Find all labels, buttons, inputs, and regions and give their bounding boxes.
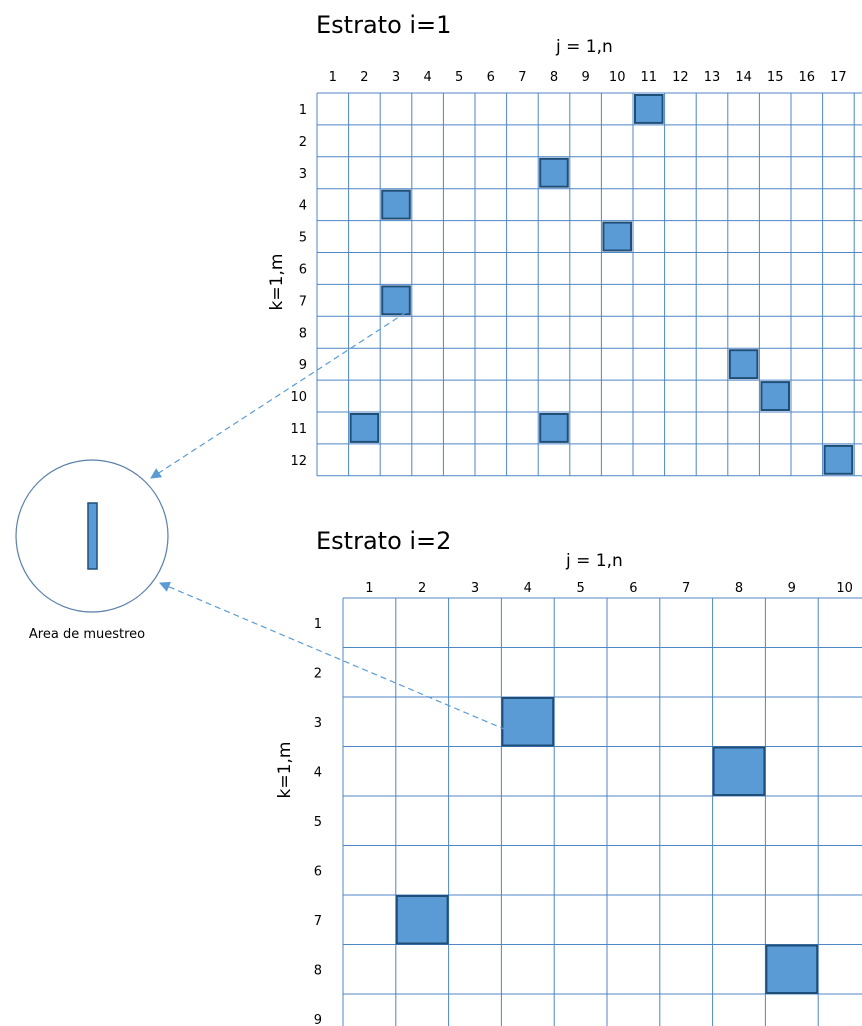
stratum-1-column-labels: 1 2 3 4 5 6 7 8 9 10 11 12 13 14 15 16 17 bbox=[329, 70, 847, 85]
row-label: 7 bbox=[314, 914, 322, 929]
column-label: 1 bbox=[365, 581, 373, 596]
column-label: 8 bbox=[735, 581, 743, 596]
row-label: 7 bbox=[299, 294, 307, 309]
selected-cell bbox=[395, 895, 449, 945]
column-label: 10 bbox=[609, 70, 626, 85]
sample-arrow bbox=[159, 581, 507, 731]
column-label: 9 bbox=[581, 70, 589, 85]
row-label: 2 bbox=[314, 666, 322, 681]
row-label: 12 bbox=[290, 454, 307, 469]
column-label: 10 bbox=[836, 581, 853, 596]
selected-cell bbox=[634, 94, 664, 124]
stratum-2-title: Estrato i=2 bbox=[316, 527, 451, 555]
stratum-2-row-axis-label: k=1,m bbox=[275, 742, 295, 799]
row-label: 4 bbox=[299, 199, 307, 214]
selected-cell bbox=[381, 189, 411, 220]
column-label: 8 bbox=[550, 70, 558, 85]
selected-cell bbox=[823, 444, 854, 475]
selected-cell bbox=[349, 413, 380, 443]
stratum-2-row-labels: 1 2 3 4 5 6 7 8 9 bbox=[314, 617, 322, 1026]
selected-cell bbox=[539, 157, 569, 188]
selected-cell bbox=[765, 944, 819, 994]
column-label: 5 bbox=[455, 70, 463, 85]
stratum-2-column-labels: 1 2 3 4 5 6 7 8 9 10 bbox=[365, 581, 853, 596]
column-label: 4 bbox=[423, 70, 431, 85]
column-label: 13 bbox=[704, 70, 721, 85]
row-label: 4 bbox=[314, 765, 322, 780]
column-label: 17 bbox=[830, 70, 847, 85]
selected-cell bbox=[712, 746, 766, 796]
row-label: 2 bbox=[299, 135, 307, 150]
stratum-2-panel: Estrato i=2 j = 1,n k=1,m 1 2 3 4 5 6 7 8 9 10 1 2… bbox=[275, 527, 862, 1026]
row-label: 11 bbox=[290, 422, 307, 437]
sampling-plot-icon bbox=[87, 502, 98, 570]
column-label: 5 bbox=[576, 581, 584, 596]
column-label: 6 bbox=[629, 581, 637, 596]
row-label: 5 bbox=[314, 815, 322, 830]
column-label: 4 bbox=[524, 581, 532, 596]
column-label: 16 bbox=[799, 70, 816, 85]
column-label: 6 bbox=[487, 70, 495, 85]
row-label: 8 bbox=[299, 326, 307, 341]
column-label: 3 bbox=[392, 70, 400, 85]
row-label: 5 bbox=[299, 231, 307, 246]
row-label: 3 bbox=[299, 167, 307, 182]
stratum-1-panel: Estrato i=1 j = 1,n k=1,m 1 2 3 4 5 6 7 8 9 10 11 1… bbox=[267, 11, 862, 477]
column-label: 11 bbox=[641, 70, 658, 85]
stratum-2-selected-cells bbox=[395, 697, 819, 994]
column-label: 3 bbox=[471, 581, 479, 596]
column-label: 9 bbox=[788, 581, 796, 596]
stratum-2-column-axis-label: j = 1,n bbox=[565, 551, 623, 571]
sampling-area: Area de muestreo bbox=[15, 459, 169, 642]
sample-arrow bbox=[150, 311, 407, 479]
row-label: 9 bbox=[314, 1013, 322, 1026]
row-label: 1 bbox=[314, 617, 322, 632]
selected-cell bbox=[760, 381, 791, 412]
column-label: 1 bbox=[329, 70, 337, 85]
column-label: 12 bbox=[672, 70, 689, 85]
stratum-1-selected-cells bbox=[349, 94, 854, 475]
column-label: 7 bbox=[682, 581, 690, 596]
row-label: 1 bbox=[299, 103, 307, 118]
row-label: 9 bbox=[299, 358, 307, 373]
row-label: 6 bbox=[314, 864, 322, 879]
column-label: 14 bbox=[735, 70, 752, 85]
row-label: 3 bbox=[314, 716, 322, 731]
row-label: 8 bbox=[314, 963, 322, 978]
selected-cell bbox=[381, 285, 411, 316]
column-label: 15 bbox=[767, 70, 784, 85]
row-label: 10 bbox=[290, 390, 307, 405]
arrows bbox=[150, 311, 507, 731]
column-label: 2 bbox=[418, 581, 426, 596]
stratum-1-grid bbox=[316, 92, 862, 477]
selected-cell bbox=[539, 413, 569, 443]
selected-cell bbox=[501, 697, 555, 747]
selected-cell bbox=[602, 221, 633, 252]
stratum-1-row-axis-label: k=1,m bbox=[267, 254, 287, 311]
column-label: 2 bbox=[360, 70, 368, 85]
row-label: 6 bbox=[299, 262, 307, 277]
column-label: 7 bbox=[518, 70, 526, 85]
selected-cell bbox=[728, 349, 759, 380]
stratum-1-column-axis-label: j = 1,n bbox=[555, 37, 613, 57]
stratum-1-title: Estrato i=1 bbox=[316, 11, 451, 39]
sampling-area-caption: Area de muestreo bbox=[29, 627, 145, 642]
